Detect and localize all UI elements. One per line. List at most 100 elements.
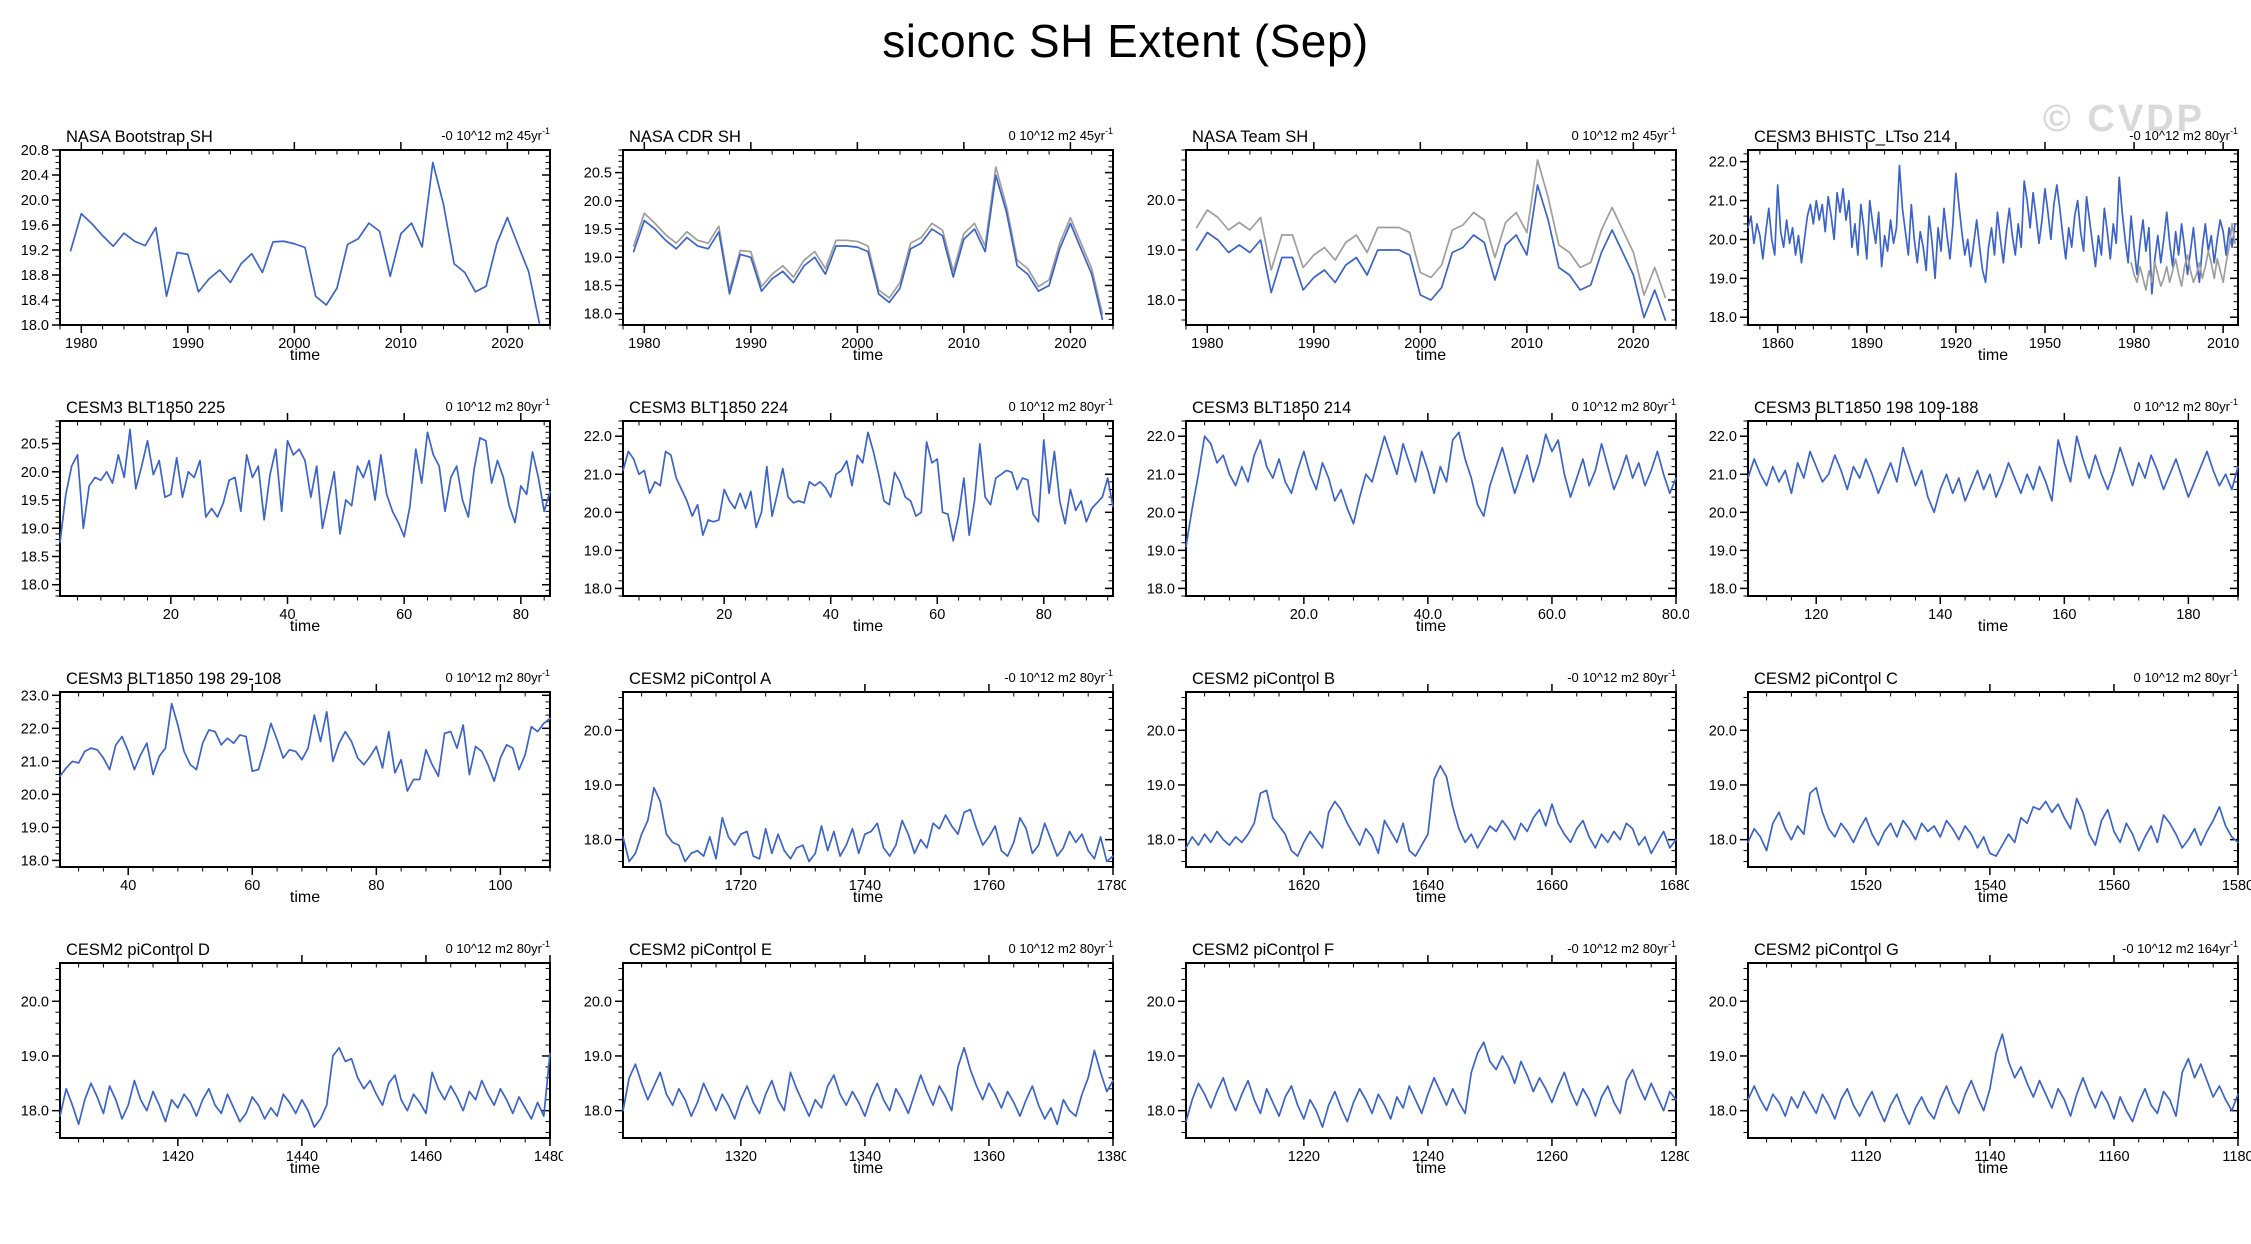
panel-title: CESM2 piControl F: [1192, 941, 1334, 959]
x-tick-label: 1240: [1411, 1149, 1443, 1165]
y-tick-label: 18.0: [1709, 833, 1737, 849]
x-tick-label: 80: [1035, 607, 1051, 623]
y-tick-label: 19.0: [1146, 544, 1174, 560]
x-tick-label: 1420: [162, 1149, 194, 1165]
axes: 1980 1990 2000 2010 2020 18.0 18.4 18.8 19.2 19.6…: [21, 142, 551, 352]
axes: 20.0 40.0 60.0 80.0 18.0 19.0 20.0 21.0 22.0: [1146, 413, 1689, 623]
y-tick-label: 20.4: [21, 168, 49, 184]
x-tick-label: 1440: [286, 1149, 318, 1165]
y-tick-label: 18.0: [21, 854, 49, 870]
y-tick-label: 20.0: [21, 994, 49, 1010]
series-line-nasa-cdr-sh: [632, 174, 1103, 321]
y-tick-label: 19.5: [21, 493, 49, 509]
x-axis-label: time: [1415, 347, 1445, 363]
panel-svg-cesm3-blt1850-224: CESM3 BLT1850 224 0 10^12 m2 80yr-1 20 40 60…: [584, 397, 1114, 634]
panel-title: CESM2 piControl D: [66, 941, 210, 959]
y-tick-label: 20.0: [1146, 723, 1174, 739]
axes: 20 40 60 80 18.0 18.5 19.0 19.5 20.0 20.5: [21, 413, 551, 623]
chart-panel-cesm3-blt1850-225: CESM3 BLT1850 225 0 10^12 m2 80yr-1 20 40 60…: [0, 363, 563, 634]
panel-title: CESM3 BLT1850 198 109-188: [1754, 399, 1978, 417]
axes: 20 40 60 80 18.0 19.0 20.0 21.0 22.0: [584, 413, 1114, 623]
x-tick-label: 1860: [1762, 336, 1794, 352]
panel-title: CESM3 BLT1850 198 29-108: [66, 670, 281, 688]
series-line-cesm2-picontrol-g: [1747, 1033, 2240, 1126]
series-line-cesm2-picontrol-c: [1747, 787, 2240, 858]
panel-annotation: 0 10^12 m2 80yr-1: [446, 668, 550, 685]
panel-grid: NASA Bootstrap SH -0 10^12 m2 45yr-1 1980 1…: [0, 92, 2251, 1176]
y-tick-label: 20.0: [1146, 193, 1174, 209]
x-axis-label: time: [1415, 618, 1445, 634]
chart-panel-cesm3-blt1850-198-109-188: CESM3 BLT1850 198 109-188 0 10^12 m2 80yr…: [1688, 363, 2251, 634]
y-tick-label: 19.0: [584, 544, 612, 560]
y-tick-label: 19.0: [21, 521, 49, 537]
y-tick-label: 22.0: [1709, 155, 1737, 171]
x-tick-label: 2000: [278, 336, 310, 352]
series-line-nasa-bootstrap-sh: [69, 161, 541, 325]
y-tick-label: 18.0: [1146, 293, 1174, 309]
chart-panel-cesm2-picontrol-a: CESM2 piControl A -0 10^12 m2 80yr-1 1720 1…: [563, 634, 1126, 905]
panel-title: CESM3 BHISTC_LTso 214: [1754, 128, 1951, 146]
x-tick-label: 80: [513, 607, 529, 623]
series-line-cesm3-bhistc-ltso-214: [1747, 164, 2237, 295]
x-tick-label: 40: [822, 607, 838, 623]
series-line-cesm2-picontrol-e: [621, 1047, 1114, 1126]
y-tick-label: 19.0: [584, 250, 612, 266]
y-tick-label: 18.0: [1146, 582, 1174, 598]
x-tick-label: 1980: [65, 336, 97, 352]
y-tick-label: 20.0: [1709, 994, 1737, 1010]
x-tick-label: 160: [2052, 607, 2076, 623]
y-tick-label: 19.0: [21, 821, 49, 837]
y-tick-label: 18.0: [21, 318, 49, 334]
y-tick-label: 18.4: [21, 293, 49, 309]
y-tick-label: 20.0: [584, 994, 612, 1010]
y-tick-label: 20.0: [21, 193, 49, 209]
panel-svg-cesm3-blt1850-214: CESM3 BLT1850 214 0 10^12 m2 80yr-1 20.0 40…: [1146, 397, 1689, 634]
x-axis-label: time: [853, 618, 883, 634]
x-tick-label: 1380: [1097, 1149, 1126, 1165]
series-line-cesm3-blt1850-225: [59, 428, 551, 544]
x-tick-label: 60: [244, 878, 260, 894]
y-tick-label: 19.0: [1709, 778, 1737, 794]
y-tick-label: 20.5: [21, 437, 49, 453]
y-tick-label: 20.5: [584, 166, 612, 182]
axes: 1980 1990 2000 2010 2020 18.0 18.5 19.0 19.5 20.0…: [584, 142, 1114, 352]
panel-annotation: 0 10^12 m2 80yr-1: [1571, 397, 1675, 414]
y-tick-label: 18.8: [21, 268, 49, 284]
y-tick-label: 21.0: [1146, 467, 1174, 483]
series-line-nasa-team-sh: [1195, 184, 1666, 322]
x-tick-label: 2010: [947, 336, 979, 352]
panel-annotation: -0 10^12 m2 80yr-1: [1567, 939, 1676, 956]
x-tick-label: 20: [716, 607, 732, 623]
x-tick-label: 2010: [385, 336, 417, 352]
x-tick-label: 20.0: [1289, 607, 1317, 623]
y-tick-label: 22.0: [1709, 429, 1737, 445]
x-tick-label: 1740: [849, 878, 881, 894]
x-tick-label: 1680: [1659, 878, 1688, 894]
panel-annotation: -0 10^12 m2 80yr-1: [1004, 668, 1113, 685]
x-axis-label: time: [1978, 347, 2008, 363]
x-tick-label: 1760: [973, 878, 1005, 894]
x-tick-label: 2020: [491, 336, 523, 352]
y-tick-label: 20.0: [1709, 723, 1737, 739]
x-tick-label: 1460: [410, 1149, 442, 1165]
panel-title: NASA Bootstrap SH: [66, 128, 213, 146]
panel-title: CESM2 piControl E: [629, 941, 772, 959]
y-tick-label: 18.0: [584, 1104, 612, 1120]
y-tick-label: 20.0: [1146, 994, 1174, 1010]
panel-title: CESM2 piControl A: [629, 670, 771, 688]
x-tick-label: 180: [2177, 607, 2201, 623]
y-tick-label: 18.0: [1709, 582, 1737, 598]
x-tick-label: 1560: [2098, 878, 2130, 894]
y-tick-label: 18.5: [584, 279, 612, 295]
x-tick-label: 80.0: [1661, 607, 1688, 623]
x-tick-label: 1160: [2099, 1149, 2130, 1165]
panel-title: CESM3 BLT1850 214: [1192, 399, 1351, 417]
x-axis-label: time: [853, 347, 883, 363]
x-tick-label: 2000: [1404, 336, 1436, 352]
y-tick-label: 18.0: [584, 582, 612, 598]
axes: 40 60 80 100 18.0 19.0 20.0 21.0 22.0 23.0: [21, 684, 551, 894]
